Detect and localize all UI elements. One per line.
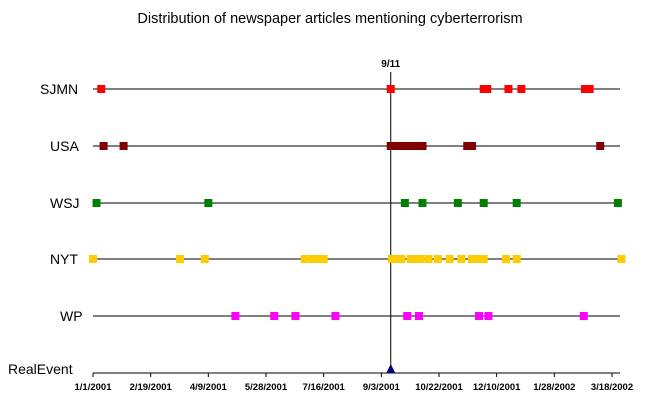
point-sjmn-7 [585, 85, 594, 93]
point-wp-0 [231, 312, 240, 320]
x-tick-label: 1/1/2001 [75, 382, 113, 393]
point-nyt-2 [200, 255, 209, 263]
point-nyt-10 [406, 255, 415, 263]
point-usa-1 [119, 142, 128, 150]
point-nyt-11 [411, 255, 420, 263]
point-wp-3 [331, 312, 340, 320]
point-nyt-16 [457, 255, 466, 263]
series-label-wsj: WSJ [50, 195, 80, 211]
point-wsj-6 [512, 199, 521, 207]
series-label-wp: WP [60, 308, 83, 324]
data-points [89, 85, 626, 373]
x-tick-label: 5/28/2001 [245, 382, 288, 393]
series-label-nyt: NYT [50, 251, 78, 267]
point-nyt-9 [397, 255, 406, 263]
event-label: 9/11 [381, 59, 400, 70]
point-sjmn-0 [97, 85, 106, 93]
point-wp-7 [484, 312, 493, 320]
point-nyt-19 [479, 255, 488, 263]
point-nyt-0 [89, 255, 97, 263]
chart-title: Distribution of newspaper articles menti… [137, 11, 522, 27]
x-tick-label: 4/9/2001 [190, 382, 228, 393]
point-nyt-5 [314, 255, 323, 263]
x-tick-label: 2/19/2001 [130, 382, 173, 393]
point-wsj-2 [400, 199, 409, 207]
point-usa-0 [99, 142, 108, 150]
point-wsj-7 [613, 199, 622, 207]
series-label-usa: USA [50, 138, 79, 154]
x-tick-label: 1/28/2002 [533, 382, 575, 393]
point-wp-4 [403, 312, 412, 320]
point-wp-6 [475, 312, 484, 320]
point-nyt-20 [502, 255, 511, 263]
series-rows: SJMN USA WSJ NYT WP RealEvent [8, 81, 620, 377]
point-sjmn-5 [517, 85, 526, 93]
point-nyt-21 [512, 255, 521, 263]
point-nyt-3 [300, 255, 309, 263]
x-tick-label: 12/10/2001 [473, 382, 521, 393]
point-usa-12 [463, 142, 472, 150]
point-usa-14 [596, 142, 605, 150]
x-axis: 1/1/2001 2/19/2001 4/9/2001 5/28/2001 7/16/2… [75, 372, 633, 393]
x-tick-label: 7/16/2001 [303, 382, 346, 393]
point-sjmn-4 [504, 85, 513, 93]
point-wp-5 [414, 312, 423, 320]
point-wsj-0 [92, 199, 101, 207]
point-nyt-18 [475, 255, 484, 263]
series-label-realevent: RealEvent [8, 361, 73, 377]
point-nyt-1 [176, 255, 185, 263]
point-nyt-12 [416, 255, 425, 263]
point-usa-11 [418, 142, 427, 150]
point-nyt-6 [319, 255, 328, 263]
x-tick-label: 9/3/2001 [363, 382, 401, 393]
point-sjmn-1 [386, 85, 395, 93]
event-marker: 9/11 [381, 59, 401, 373]
point-nyt-8 [392, 255, 401, 263]
series-label-sjmn: SJMN [40, 81, 78, 97]
point-sjmn-3 [483, 85, 492, 93]
point-wp-1 [270, 312, 279, 320]
point-nyt-15 [445, 255, 454, 263]
point-nyt-22 [617, 255, 626, 263]
point-nyt-14 [433, 255, 442, 263]
point-wsj-5 [479, 199, 488, 207]
point-nyt-17 [467, 255, 476, 263]
point-usa-13 [467, 142, 476, 150]
point-wsj-4 [453, 199, 462, 207]
point-wsj-1 [204, 199, 213, 207]
point-nyt-7 [387, 255, 396, 263]
event-point-0 [386, 364, 396, 373]
point-wp-8 [579, 312, 588, 320]
x-tick-label: 10/22/2001 [415, 382, 463, 393]
point-nyt-4 [309, 255, 318, 263]
x-tick-label: 3/18/2002 [591, 382, 633, 393]
point-wsj-3 [418, 199, 427, 207]
point-wp-2 [291, 312, 300, 320]
point-nyt-13 [424, 255, 433, 263]
point-sjmn-6 [580, 85, 589, 93]
